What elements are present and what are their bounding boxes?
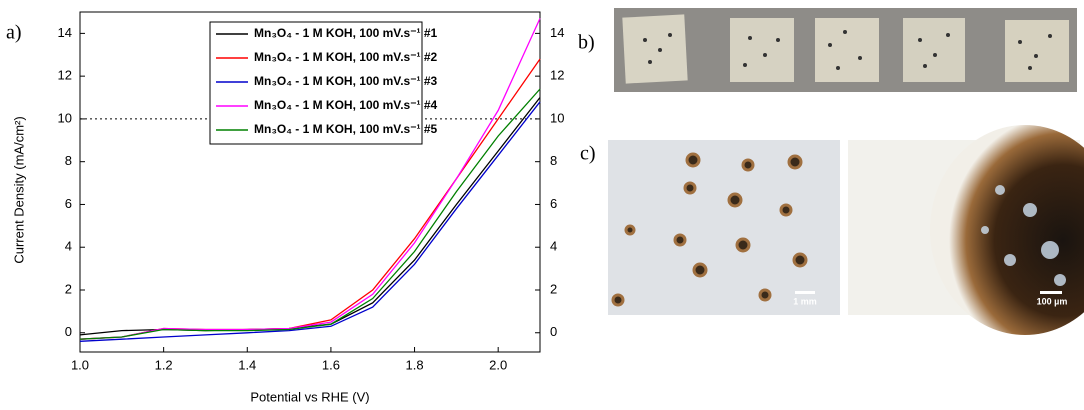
y2-tick-label: 14 [550,25,564,40]
panel-label: b) [578,32,595,54]
x-tick-label: 1.8 [406,357,424,372]
y2-tick-label: 4 [550,239,557,254]
legend-label: Mn₃O₄ - 1 M KOH, 100 mV.s⁻¹ #1 [254,26,438,40]
photo-micro-d: 100 µm [848,125,1084,335]
y-tick-label: 10 [58,110,72,125]
figure: a) b) c) d) Potential vs RHE (V) Current… [0,0,1084,410]
scale-bar-label: 100 µm [1037,296,1068,306]
x-tick-label: 1.4 [238,357,256,372]
photo-samples [614,8,1077,92]
panel-label: a) [6,22,22,44]
y2-tick-label: 8 [550,153,557,168]
legend-label: Mn₃O₄ - 1 M KOH, 100 mV.s⁻¹ #2 [254,50,438,64]
x-tick-label: 1.6 [322,357,340,372]
y2-tick-label: 0 [550,324,557,339]
legend-label: Mn₃O₄ - 1 M KOH, 100 mV.s⁻¹ #4 [254,98,438,112]
y2-tick-label: 10 [550,110,564,125]
photo-micro-c: 1 mm [608,140,840,315]
x-tick-label: 1.0 [71,357,89,372]
y-tick-label: 4 [65,239,72,254]
panel-label: c) [580,143,596,165]
y-tick-label: 2 [65,281,72,296]
legend-label: Mn₃O₄ - 1 M KOH, 100 mV.s⁻¹ #3 [254,74,438,88]
x-tick-label: 1.2 [155,357,173,372]
y-tick-label: 12 [58,68,72,83]
scale-bar-label: 1 mm [793,296,817,306]
y-tick-label: 14 [58,25,72,40]
y-axis-title: Current Density (mA/cm²) [11,116,26,263]
x-axis-title: Potential vs RHE (V) [250,389,369,404]
y-tick-label: 0 [65,324,72,339]
legend-label: Mn₃O₄ - 1 M KOH, 100 mV.s⁻¹ #5 [254,122,438,136]
y2-tick-label: 6 [550,196,557,211]
x-tick-label: 2.0 [489,357,507,372]
y2-tick-label: 2 [550,281,557,296]
y-tick-label: 6 [65,196,72,211]
y2-tick-label: 12 [550,68,564,83]
y-tick-label: 8 [65,153,72,168]
